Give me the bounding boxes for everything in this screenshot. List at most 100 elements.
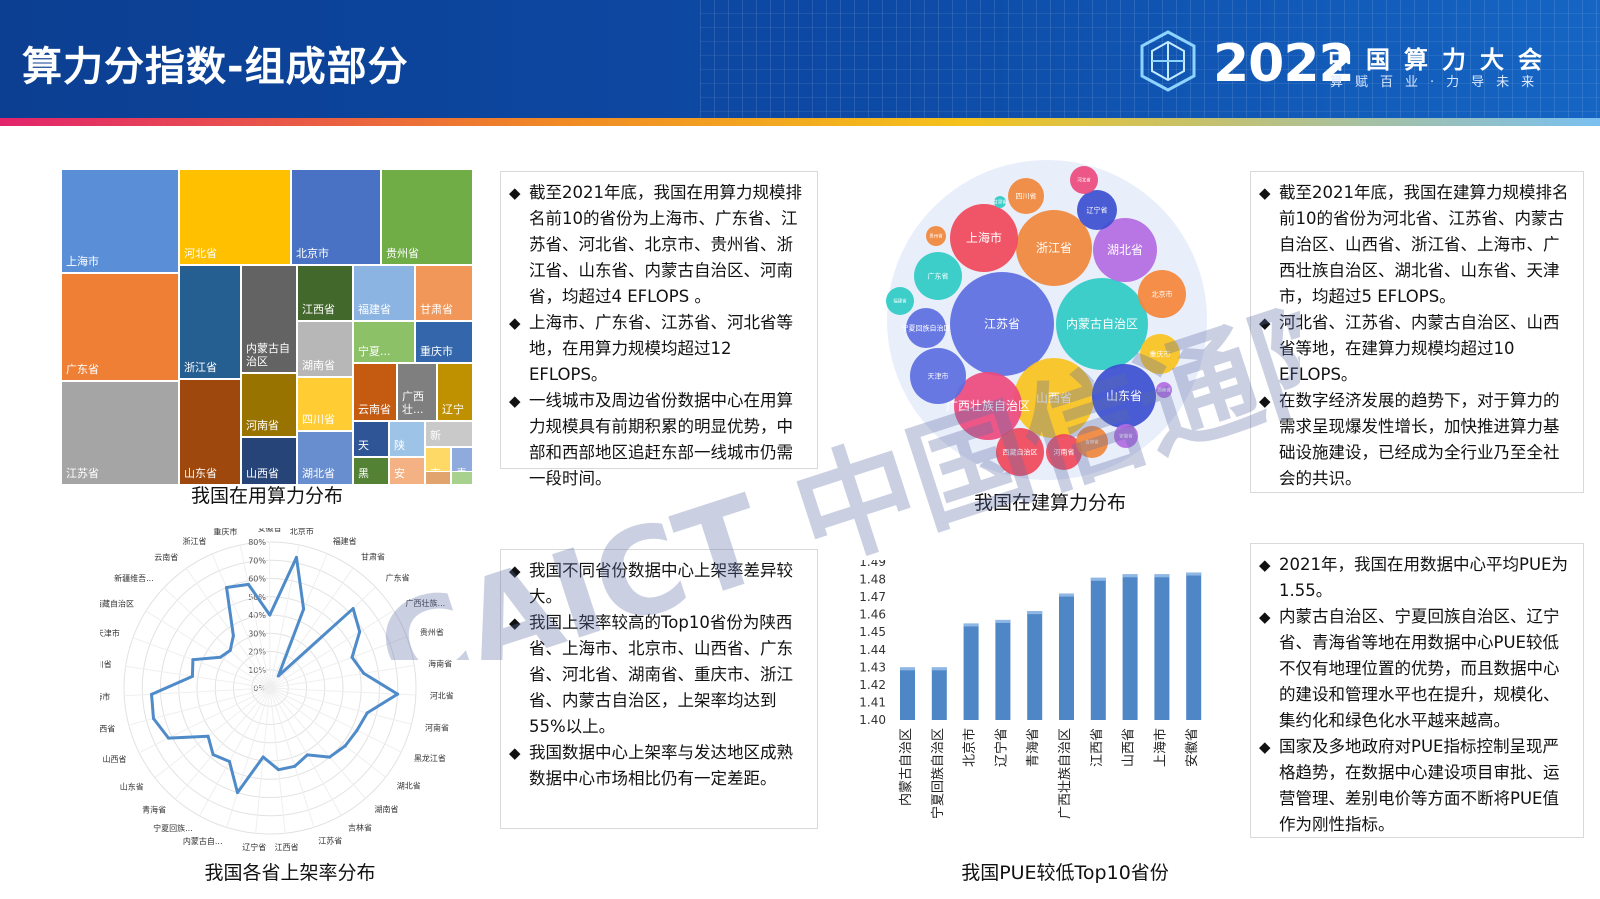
radar-category-label: 河北省	[430, 691, 454, 701]
treemap-cell-label: 山西省	[246, 467, 279, 480]
radar-category-label: 内蒙古自...	[183, 836, 223, 846]
bullet-item: ◆ 上海市、广东省、江苏省、河北省等地，在用算力规模均超过12 EFLOPS。	[501, 310, 809, 388]
bar-caption: 我国PUE较低Top10省份	[961, 862, 1169, 884]
radar-spoke	[269, 610, 394, 689]
radar-spoke	[269, 567, 354, 689]
treemap-cell: 内蒙古自治区	[241, 265, 297, 373]
bubble: 湖北省	[1093, 218, 1157, 282]
radar-category-label: 黑龙江省	[414, 753, 446, 763]
radar-category-label: 吉林省	[348, 823, 372, 833]
radar-category-label: 四川省	[100, 659, 112, 669]
radar-category-label: 北京市	[290, 528, 314, 536]
bubble-label: 四川省	[1016, 191, 1037, 200]
bubble-label: 上海市	[966, 230, 1002, 245]
treemap-cell: 四川省	[297, 377, 353, 431]
bar-category-label: 北京市	[962, 728, 978, 767]
bar-y-tick-label: 1.48	[859, 573, 886, 587]
radar-point	[231, 634, 235, 638]
radar-category-label: 河南省	[425, 723, 449, 733]
bubble: 上海市	[950, 204, 1018, 272]
radar-point	[261, 755, 265, 759]
radar-spoke	[255, 687, 271, 834]
bar-category-label: 广西壮族自治区	[1057, 728, 1073, 819]
radar-category-label: 山西省	[103, 754, 127, 764]
radar-point	[350, 655, 354, 659]
radar-spoke	[269, 544, 300, 689]
treemap-cell-label: 广西壮...	[402, 390, 424, 416]
treemap-cell-label: 陕	[394, 439, 405, 452]
conference-logo-icon	[1140, 30, 1196, 92]
radar-point	[228, 648, 232, 652]
bubble: 辽宁省	[1077, 190, 1117, 230]
radar-spoke	[199, 687, 271, 817]
treemap-cell: 江西省	[297, 265, 353, 321]
radar-spoke	[269, 687, 386, 778]
treemap-cell-label: 湖北省	[302, 467, 335, 480]
treemap-cell: 天	[353, 421, 389, 457]
treemap-cell-label: 贵州省	[386, 247, 419, 260]
text-panel-bottom-right: ◆ 2021年，我国在用数据中心平均PUE为1.55。 ◆ 内蒙古自治区、宁夏回族自治…	[1250, 543, 1584, 838]
diamond-bullet-icon: ◆	[1259, 556, 1271, 574]
treemap-cell: 江苏省	[61, 381, 179, 485]
logo-year: 2022	[1213, 34, 1355, 94]
bubble: 山西省	[1014, 358, 1094, 438]
bullet-item: ◆ 在数字经济发展的趋势下，对于算力的需求呈现爆发性增长，加快推进算力基础设施建设…	[1251, 388, 1575, 492]
bar-category-label: 内蒙古自治区	[898, 728, 914, 806]
radar-point	[268, 613, 272, 617]
treemap-cell: 辽宁	[437, 363, 473, 421]
treemap-cell: 福建省	[353, 265, 415, 321]
treemap-cell-label: 甘肃省	[420, 303, 453, 316]
bubble-label: 湖北省	[1107, 242, 1143, 257]
radar-category-label: 广东省	[386, 572, 410, 582]
radar-point	[276, 674, 280, 678]
bar-category-label: 江西省	[1090, 728, 1105, 767]
radar-category-label: 湖南省	[375, 804, 399, 814]
treemap-cell: 黑	[353, 457, 389, 485]
treemap-cell-label: 广东省	[66, 363, 99, 376]
bar-chart: 1.40 1.41 1.42 1.43 1.44 1.45 1.46 1.47 1.48 1.49…	[859, 560, 1202, 819]
page-title: 算力分指数-组成部分	[22, 44, 409, 90]
bubble-label: 湖南省	[1157, 387, 1171, 394]
bullet-item: ◆ 我国不同省份数据中心上架率差异较大。	[501, 558, 809, 610]
bubble-caption: 我国在建算力分布	[973, 492, 1126, 514]
bubble-label: 安徽省	[1119, 433, 1133, 440]
bubble-label: 山西省	[1036, 391, 1072, 405]
radar-spoke	[163, 587, 271, 689]
radar-spoke	[185, 568, 271, 689]
treemap-cell-label: 河南省	[246, 419, 279, 432]
radar-spoke	[269, 687, 416, 696]
header-grid-pattern	[700, 0, 1600, 118]
bullet-item: ◆ 内蒙古自治区、宁夏回族自治区、辽宁省、青海省等地在用数据中心PUE较低不仅有地…	[1251, 604, 1575, 734]
radar-spoke	[269, 687, 286, 834]
radar-point	[190, 674, 194, 678]
radar-category-label: 贵州省	[420, 627, 444, 637]
radar-spoke	[132, 637, 271, 689]
bubble-label: 广西壮族自治区	[946, 399, 1030, 413]
radar-spoke	[269, 687, 315, 828]
radar-category-label: 陕西省	[100, 724, 115, 734]
treemap-cell-label: 安	[394, 467, 405, 480]
radar-spoke	[269, 665, 415, 689]
bubble: 西藏自治区	[996, 428, 1044, 476]
bullet-item: ◆ 一线城市及周边省份数据中心在用算力规模具有前期积累的明显优势，中部和西部地区追…	[501, 388, 809, 492]
bubble: 江苏省	[950, 272, 1054, 376]
bubble: 四川省	[1008, 178, 1044, 214]
radar-category-label: 海南省	[428, 658, 452, 668]
bubble: 河南省	[1046, 434, 1082, 470]
bar-y-tick-label: 1.45	[859, 625, 886, 639]
bar-y-tick-label: 1.47	[859, 590, 886, 604]
radar-category-label: 甘肃省	[361, 551, 385, 561]
radar-point	[302, 607, 306, 611]
radar-spoke	[125, 665, 271, 689]
radar-point	[305, 753, 309, 757]
bubble-label: 浙江省	[1036, 241, 1072, 255]
radar-spoke	[174, 687, 271, 800]
bar-y-tick-label: 1.49	[859, 560, 886, 569]
radar-category-label: 西藏自治区	[100, 599, 134, 609]
bubble: 宁夏回族自治区	[902, 308, 951, 348]
treemap-cell: 广东省	[61, 273, 179, 381]
bar	[931, 667, 947, 720]
bubble-label: 贵州省	[929, 233, 943, 240]
treemap-cell: 云南省	[353, 363, 397, 421]
